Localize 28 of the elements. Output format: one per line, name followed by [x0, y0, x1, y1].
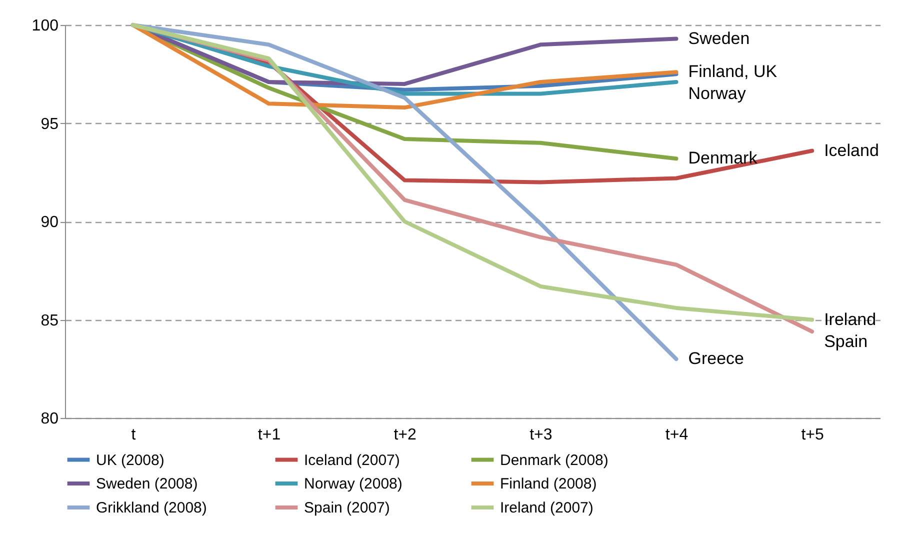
annotation: Denmark	[688, 148, 758, 168]
y-tick-label: 95	[40, 116, 59, 133]
y-tick-label: 80	[40, 410, 59, 428]
x-tick-label: t+2	[394, 426, 417, 444]
legend-label: Grikkland (2008)	[96, 500, 207, 516]
y-tick-label: 90	[40, 214, 59, 231]
x-tick-label: t+4	[665, 426, 688, 444]
x-tick-label: t+1	[258, 426, 281, 444]
legend-label: Iceland (2007)	[304, 452, 400, 469]
x-tick-label: t	[131, 426, 136, 444]
annotation: Iceland	[824, 140, 879, 160]
legend-label: Ireland (2007)	[500, 500, 594, 516]
annotation: Ireland	[824, 310, 876, 329]
legend-label: Denmark (2008)	[500, 452, 608, 469]
x-tick-label: t+5	[801, 426, 824, 444]
y-tick-label: 100	[32, 18, 59, 34]
x-tick-label: t+3	[530, 426, 552, 444]
annotation: Finland, UK	[688, 62, 778, 82]
annotation: Greece	[688, 349, 744, 368]
annotation: Norway	[688, 84, 746, 104]
legend-label: Spain (2007)	[304, 500, 390, 516]
legend-label: Sweden (2008)	[96, 476, 198, 492]
legend-label: Norway (2008)	[304, 476, 402, 492]
legend-label: Finland (2008)	[500, 476, 597, 492]
legend-label: UK (2008)	[96, 452, 164, 469]
y-tick-label: 85	[40, 312, 59, 330]
annotation: Sweden	[688, 28, 750, 48]
annotation: Spain	[824, 332, 868, 351]
